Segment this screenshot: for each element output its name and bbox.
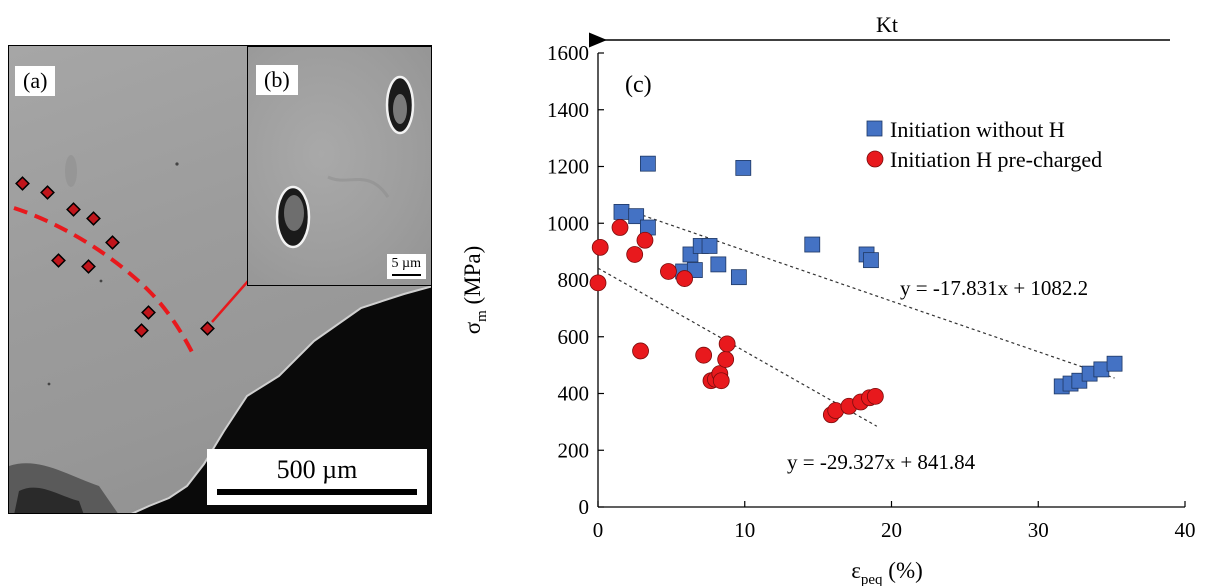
trendlines — [597, 206, 1115, 427]
initiation-site-marker — [141, 305, 156, 320]
legend-label-h-precharged: Initiation H pre-charged — [890, 147, 1102, 172]
initiation-site-marker — [51, 253, 66, 268]
notch-edge-highlight — [131, 285, 431, 513]
y-tick-label: 1400 — [547, 98, 589, 122]
data-point-without-h — [863, 252, 879, 269]
data-point-h-precharged — [589, 274, 607, 292]
data-point-h-precharged — [632, 342, 649, 360]
x-axis-title-unit: (%) — [883, 558, 923, 583]
x-axis-title: εpeq (%) — [851, 558, 923, 586]
panel-label-a: (a) — [15, 66, 56, 96]
y-axis-title-text: σm (MPa) — [460, 246, 490, 335]
y-axis-title-subscript: m — [474, 310, 490, 322]
data-point-without-h — [804, 236, 821, 253]
main-scale-label: 500 µm — [276, 455, 358, 484]
pore-lower-core — [284, 195, 304, 231]
panel-label-c: (c) — [625, 72, 652, 98]
y-axis-title-symbol: σ — [460, 321, 485, 334]
data-point-h-precharged — [636, 231, 654, 249]
data-point-h-precharged — [718, 335, 736, 353]
legend-marker-circle — [866, 150, 884, 168]
y-tick-label: 1000 — [547, 211, 589, 235]
data-point-h-precharged — [626, 246, 644, 263]
surface-mark — [65, 155, 77, 187]
x-tick-label: 20 — [881, 518, 902, 542]
data-point-without-h — [1093, 361, 1110, 378]
initiation-site-marker — [66, 202, 81, 217]
main-scale-line — [217, 489, 417, 495]
x-tick-label: 0 — [593, 518, 604, 542]
initiation-site-marker — [15, 176, 30, 191]
y-tick-label: 1600 — [547, 41, 589, 65]
scatter-chart: Kt 0 200 400 600 800 1000 1200 1400 1600 0 10 20 30 4… — [460, 12, 1196, 586]
x-tick-label: 40 — [1175, 518, 1196, 542]
y-tick-label: 600 — [558, 325, 590, 349]
initiation-sites — [15, 176, 215, 338]
data-point-h-precharged — [695, 346, 713, 364]
x-axis-title-subscript: peq — [861, 572, 883, 586]
panel-label-b: (b) — [256, 65, 298, 95]
data-point-without-h — [628, 208, 645, 225]
inset-scale-bar: 5 µm — [386, 254, 426, 279]
data-point-without-h — [710, 256, 727, 273]
data-point-h-precharged — [866, 387, 884, 405]
bottom-debris-detail — [14, 487, 84, 513]
initiation-site-marker — [105, 235, 120, 250]
data-point-without-h — [639, 155, 656, 172]
data-point-without-h — [735, 160, 752, 176]
inset-scale-label: 5 µm — [391, 256, 421, 271]
pore-upper-core — [393, 94, 407, 124]
data-point-h-precharged — [660, 263, 677, 280]
x-tick-label: 30 — [1028, 518, 1049, 542]
surface-pit — [99, 279, 103, 283]
data-point-h-precharged — [712, 372, 730, 390]
data-point-h-precharged — [676, 270, 693, 287]
data-point-h-precharged — [611, 219, 629, 236]
data-point-h-precharged — [591, 238, 609, 256]
inset-drawing — [275, 75, 415, 249]
y-axis-title: σm (MPa) — [460, 246, 490, 335]
surface-pit — [47, 382, 51, 386]
initiation-site-marker — [86, 211, 101, 226]
inset-micrograph: (b) 5 µm — [247, 46, 431, 286]
data-point-without-h — [1106, 355, 1123, 372]
y-tick-label: 1200 — [547, 155, 589, 179]
legend: Initiation without H Initiation H pre-ch… — [866, 117, 1102, 172]
data-point-without-h — [701, 238, 718, 254]
initiation-boundary-dashed — [13, 206, 196, 357]
kt-label: Kt — [876, 12, 898, 37]
inset-texture — [327, 175, 390, 198]
trendline-equation-without-h: y = -17.831x + 1082.2 — [900, 276, 1088, 300]
data-point-without-h — [613, 203, 630, 220]
initiation-site-marker — [200, 321, 215, 336]
x-tick-label: 10 — [734, 518, 755, 542]
y-tick-label: 800 — [558, 268, 590, 292]
data-points — [589, 155, 1123, 424]
y-tick-label: 0 — [579, 495, 590, 519]
y-tick-label: 400 — [558, 382, 590, 406]
sem-micrograph: (a) (b) 5 µm 500 µm — [8, 45, 432, 514]
data-point-without-h — [730, 269, 747, 286]
x-axis-title-symbol: ε — [851, 558, 861, 583]
inset-scale-line — [391, 274, 421, 276]
data-point-h-precharged — [717, 351, 735, 368]
initiation-site-marker — [81, 259, 96, 274]
y-axis-title-unit: (MPa) — [460, 246, 485, 311]
trendline-equation-h-precharged: y = -29.327x + 841.84 — [787, 450, 976, 474]
axes: 0 200 400 600 800 1000 1200 1400 1600 0 10 20 30 40 — [547, 41, 1196, 542]
main-scale-bar: 500 µm — [207, 449, 427, 505]
initiation-site-marker — [40, 185, 55, 200]
initiation-site-marker — [134, 323, 149, 338]
surface-pit — [175, 162, 179, 166]
legend-label-without-h: Initiation without H — [890, 117, 1065, 142]
legend-marker-square — [866, 120, 883, 137]
y-tick-label: 200 — [558, 438, 590, 462]
